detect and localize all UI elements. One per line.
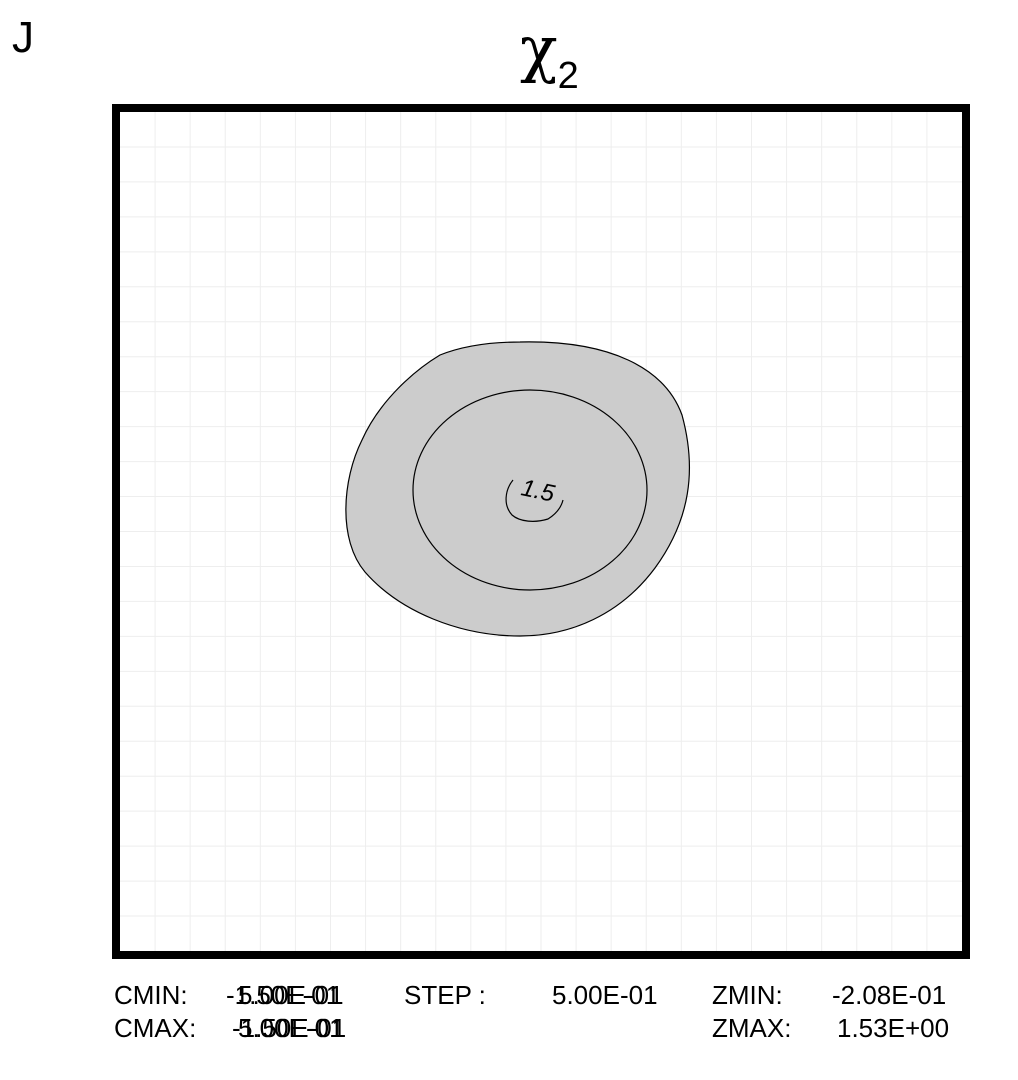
- chart-title: χ2: [520, 18, 579, 97]
- cmin-value-1: -1.50E-01: [226, 980, 341, 1010]
- zmin-label: ZMIN:: [712, 980, 783, 1010]
- cmax-label: CMAX:: [114, 1013, 197, 1043]
- cmax-row: CMAX: -1.50E-01 5.00E-01: [114, 1015, 374, 1045]
- contour-filled-region-0.5: [345, 341, 691, 637]
- cmax-value-2: 5.00E-01: [238, 1013, 344, 1043]
- zmin-row: ZMIN: -2.08E-01: [712, 982, 972, 1012]
- zmax-label: ZMAX:: [712, 1013, 792, 1043]
- step-label: STEP :: [404, 980, 486, 1010]
- cmin-label: CMIN:: [114, 980, 188, 1010]
- cmin-value-2: 5.00E-01: [238, 980, 344, 1010]
- contour-line-1.5: [505, 479, 564, 522]
- step-row: STEP : 5.00E-01: [404, 982, 684, 1012]
- contour-line-1.0: [412, 389, 648, 591]
- plot-frame: [112, 104, 970, 959]
- zmax-row: ZMAX: 1.53E+00: [712, 1015, 972, 1045]
- title-symbol: χ: [520, 12, 558, 85]
- cmax-value-1: -1.50E-01: [232, 1013, 347, 1043]
- panel-letter: J: [12, 13, 34, 62]
- zmax-value: 1.53E+00: [837, 1013, 950, 1043]
- title-subscript: 2: [557, 55, 579, 97]
- zmin-value: -2.08E-01: [832, 980, 947, 1010]
- cmin-row: CMIN: -1.50E-01 5.00E-01: [114, 982, 374, 1012]
- step-value: 5.00E-01: [552, 980, 658, 1010]
